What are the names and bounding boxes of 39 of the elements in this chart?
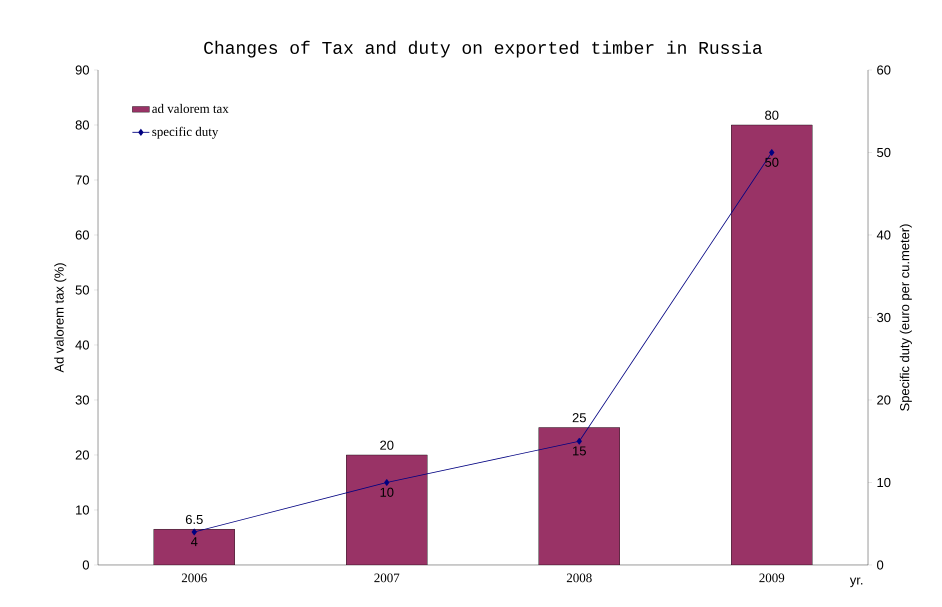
data-label: 4 — [190, 537, 198, 546]
x-tick-label: 2009 — [759, 574, 784, 582]
data-label: 50 — [765, 158, 778, 167]
point — [769, 149, 774, 156]
y2-tick-label: 10 — [878, 478, 890, 488]
point — [192, 528, 197, 536]
x-tick-label: 2007 — [374, 574, 400, 582]
y2-tick-label: 30 — [877, 312, 890, 322]
y2-tick-label: 20 — [877, 395, 890, 405]
data-label: 10 — [380, 488, 394, 497]
y-tick-label: 90 — [76, 65, 89, 75]
y2-axis-title: Specific duty (euro per cu.meter) — [900, 224, 912, 411]
y-axis-title: Ad valorem tax (%) — [54, 263, 66, 373]
y-tick-label: 10 — [76, 505, 89, 515]
y2-tick-label: 60 — [877, 65, 890, 75]
y-tick-label: 70 — [76, 175, 89, 185]
data-label: 15 — [573, 446, 586, 456]
y-tick-label: 80 — [76, 120, 89, 130]
point — [576, 438, 582, 445]
chart-title: Changes of Tax and duty on exported timber in Russia — [204, 40, 762, 58]
y-tick-label: 20 — [76, 450, 89, 460]
y2-tick-label: 50 — [877, 148, 890, 158]
y-tick-label: 60 — [76, 230, 89, 240]
data-label: 25 — [572, 413, 586, 422]
y2-tick-label: 40 — [876, 230, 890, 240]
data-label: 6.5 — [186, 514, 203, 524]
data-label: 20 — [380, 440, 394, 450]
data-label: 80 — [765, 110, 778, 120]
y-tick-label: 50 — [76, 285, 89, 295]
x-tick-label: 2006 — [182, 574, 207, 582]
y-tick-label: 0 — [82, 560, 89, 570]
y-tick-label: 40 — [75, 340, 89, 350]
y2-tick-label: 0 — [877, 560, 884, 570]
y-tick-label: 30 — [76, 395, 89, 405]
point — [384, 479, 390, 486]
legend-label: specific duty — [152, 126, 218, 139]
x-axis-title: yr. — [850, 578, 862, 588]
x-tick-label: 2008 — [566, 574, 592, 582]
legend-label: ad valorem tax — [152, 104, 229, 113]
